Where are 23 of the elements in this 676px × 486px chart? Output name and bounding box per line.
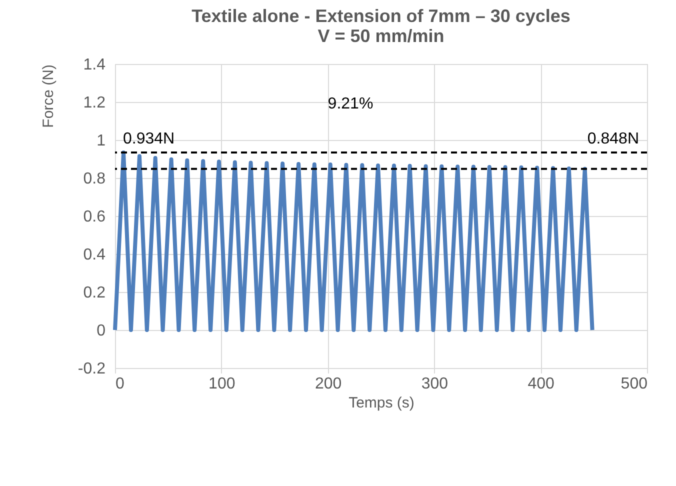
text: V = 50 mm/min bbox=[318, 26, 444, 46]
x-tick-label: 0 bbox=[116, 376, 124, 392]
y-tick-label: 1.4 bbox=[83, 56, 106, 74]
y-tick-label: 0.2 bbox=[83, 284, 106, 302]
y-axis-title: Force (N) bbox=[40, 64, 57, 128]
text: Textile alone - Extension of 7mm – 30 cycles bbox=[192, 6, 570, 26]
y-tick-label: 0.4 bbox=[83, 246, 106, 264]
y-tick-label: -0.2 bbox=[78, 360, 106, 378]
x-tick-label: 500 bbox=[620, 376, 648, 392]
x-tick-label: 100 bbox=[208, 376, 236, 392]
y-tick-label: 1.2 bbox=[83, 94, 106, 112]
x-tick-label: 300 bbox=[421, 376, 448, 392]
y-tick-label: 0 bbox=[96, 322, 106, 340]
annotation: 9.21% bbox=[328, 96, 374, 113]
x-tick-label: 400 bbox=[528, 376, 555, 392]
ref-line-label: 0.934N bbox=[123, 130, 175, 148]
x-tick-label: 200 bbox=[314, 376, 342, 392]
y-tick-label: 0.8 bbox=[83, 170, 106, 188]
ref-line-label: 0.848N bbox=[587, 130, 639, 148]
x-axis-title: Temps (s) bbox=[348, 394, 414, 412]
line-series bbox=[113, 150, 594, 332]
y-tick-label: 1 bbox=[96, 132, 106, 150]
y-tick-label: 0.6 bbox=[83, 208, 106, 226]
